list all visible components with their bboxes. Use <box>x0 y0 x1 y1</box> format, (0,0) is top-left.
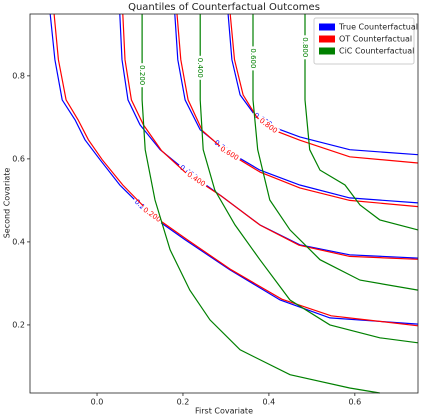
contour-label-bg <box>139 204 165 226</box>
contour-line <box>53 13 419 327</box>
contour-label-bg <box>196 55 205 80</box>
legend-label: OT Counterfactual <box>339 35 412 44</box>
legend-box <box>313 17 415 65</box>
contour-label-bg <box>256 115 281 137</box>
plot-area <box>30 14 418 393</box>
legend-swatch <box>319 23 335 31</box>
contour-label: 0.400 <box>196 55 205 80</box>
x-tick-label: 0.0 <box>91 398 104 407</box>
legend-swatch <box>319 47 335 55</box>
contour-line <box>199 14 419 344</box>
contour-label-bg <box>217 143 242 164</box>
contour-line <box>49 13 419 325</box>
legend-label: True Counterfactual <box>338 23 418 32</box>
x-axis-label: First Covariate <box>195 407 253 416</box>
y-axis-label: Second Covariate <box>3 168 12 239</box>
contour-label-bg <box>138 63 147 88</box>
y-tick-label: 0.2 <box>12 320 25 329</box>
chart-title: Quantiles of Counterfactual Outcomes <box>128 2 320 13</box>
legend-swatch <box>319 35 335 43</box>
contour-line <box>141 14 380 394</box>
contour-label-bg <box>301 35 309 60</box>
x-tick-label: 0.6 <box>348 398 361 407</box>
contour-label-text: 0.400 <box>196 58 204 78</box>
y-tick-label: 0.8 <box>12 71 25 80</box>
x-tick-label: 0.2 <box>177 398 190 407</box>
contour-line <box>252 14 419 291</box>
contour-label: 0.200 <box>138 63 147 88</box>
legend-label: CiC Counterfactual <box>339 47 414 56</box>
y-tick-label: 0.6 <box>12 154 25 163</box>
contour-label-text: 0.200 <box>138 65 146 85</box>
contour-line <box>122 13 419 260</box>
contour-label-bg <box>249 46 257 71</box>
contour-label: 0.600 <box>249 46 257 71</box>
contour-label: 0.800 <box>301 35 309 60</box>
contour-label-text: 0.600 <box>249 48 257 68</box>
plot-frame <box>29 13 419 394</box>
y-tick-label: 0.4 <box>12 237 25 246</box>
contour-label-text: 0.800 <box>301 37 309 57</box>
contour-line <box>304 14 419 231</box>
x-tick-label: 0.4 <box>263 398 276 407</box>
contour-label-bg <box>183 169 209 190</box>
